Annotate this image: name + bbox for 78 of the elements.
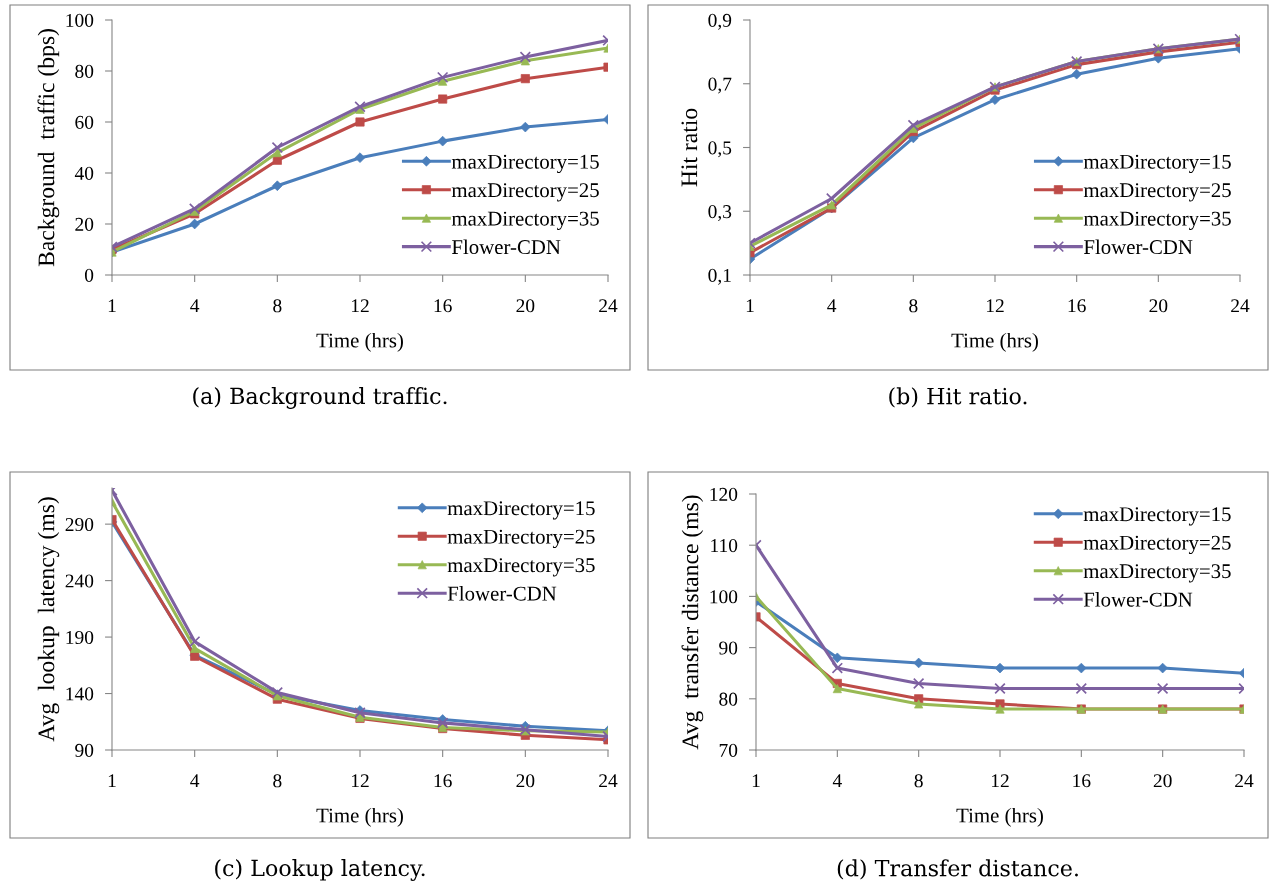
- x-axis-title: Time (hrs): [956, 807, 1043, 827]
- y-tick-label: 110: [711, 539, 738, 553]
- x-tick-label: 4: [190, 774, 200, 788]
- x-axis-title: Time (hrs): [316, 332, 403, 352]
- y-tick-label: 100: [66, 13, 94, 27]
- legend-label: maxDirectory=25: [451, 183, 599, 202]
- y-tick-label: 90: [719, 641, 738, 655]
- legend-label: Flower-CDN: [447, 585, 557, 601]
- x-tick-label: 8: [914, 774, 923, 788]
- legend-label: maxDirectory=35: [1083, 211, 1231, 230]
- y-tick-label: 120: [710, 487, 738, 501]
- x-tick-label: 12: [351, 299, 369, 313]
- legend-label: maxDirectory=15: [1083, 507, 1231, 526]
- x-tick-label: 8: [909, 299, 918, 313]
- y-tick-label: 0,7: [708, 77, 732, 94]
- x-tick-label: 12: [986, 299, 1004, 313]
- y-tick-label: 240: [65, 574, 94, 588]
- text: (b) Hit ratio.: [889, 387, 1027, 408]
- legend-label: Flower-CDN: [451, 239, 561, 255]
- x-tick-label: 20: [1149, 299, 1168, 313]
- x-tick-label: 4: [190, 299, 200, 313]
- x-tick-label: 8: [273, 299, 282, 313]
- legend-label: maxDirectory=35: [447, 558, 595, 577]
- x-tick-label: 4: [827, 299, 837, 313]
- y-axis-title: Background traffic (bps): [37, 29, 60, 267]
- x-tick-label: 20: [516, 299, 535, 313]
- legend-label: Flower-CDN: [1083, 591, 1193, 607]
- legend-label: maxDirectory=25: [1083, 535, 1231, 555]
- y-tick-label: 140: [66, 687, 94, 701]
- legend-label: maxDirectory=35: [1083, 564, 1231, 583]
- y-tick-label: 190: [66, 630, 94, 645]
- x-tick-label: 16: [1068, 299, 1086, 313]
- y-tick-label: 100: [710, 590, 738, 604]
- legend-label: maxDirectory=35: [451, 211, 599, 230]
- x-tick-label: 24: [1231, 299, 1250, 313]
- x-tick-label: 4: [832, 774, 842, 788]
- x-tick-label: 20: [516, 774, 535, 788]
- x-tick-label: 24: [599, 774, 618, 788]
- y-tick-label: 80: [75, 64, 94, 78]
- x-tick-label: 1: [108, 299, 116, 313]
- x-tick-label: 24: [599, 299, 618, 313]
- x-tick-label: 1: [746, 299, 754, 313]
- x-axis-title: Time (hrs): [951, 332, 1038, 352]
- x-tick-label: 1: [108, 774, 116, 788]
- x-tick-label: 12: [351, 774, 369, 788]
- x-axis-title: Time (hrs): [316, 807, 403, 827]
- y-tick-label: 80: [719, 692, 738, 706]
- x-tick-label: 16: [1073, 774, 1091, 788]
- x-tick-label: 8: [273, 774, 282, 788]
- x-tick-label: 12: [991, 774, 1009, 788]
- y-tick-label: 0,3: [708, 205, 732, 221]
- legend-label: maxDirectory=15: [451, 154, 599, 174]
- y-axis-title: Avg transfer distance (ms): [681, 495, 704, 750]
- legend-label: maxDirectory=15: [1083, 154, 1231, 174]
- text: (c) Lookup latency.: [215, 859, 425, 881]
- legend-label: maxDirectory=15: [447, 501, 595, 520]
- y-tick-label: 290: [65, 517, 94, 532]
- y-tick-label: 0: [84, 268, 94, 282]
- y-axis-title: Avg lookup latency (ms): [37, 497, 60, 742]
- y-axis-title: Hit ratio: [681, 108, 698, 187]
- y-tick-label: 0,1: [708, 268, 731, 285]
- y-tick-label: 70: [719, 743, 738, 757]
- x-tick-label: 16: [434, 774, 452, 788]
- y-tick-label: 20: [75, 217, 94, 231]
- x-tick-label: 20: [1153, 774, 1172, 788]
- x-tick-label: 16: [434, 299, 452, 313]
- legend-label: maxDirectory=25: [1083, 183, 1231, 202]
- text: (a) Background traffic.: [193, 387, 447, 409]
- y-tick-label: 60: [75, 115, 94, 129]
- y-tick-label: 0,9: [708, 13, 732, 30]
- legend-label: Flower-CDN: [1083, 239, 1193, 255]
- x-tick-label: 1: [752, 774, 760, 788]
- legend-label: maxDirectory=25: [447, 529, 595, 549]
- x-tick-label: 24: [1235, 774, 1254, 788]
- y-tick-label: 90: [75, 743, 94, 757]
- text: (d) Transfer distance.: [837, 859, 1078, 880]
- y-tick-label: 0,5: [708, 141, 732, 158]
- y-tick-label: 40: [74, 166, 94, 180]
